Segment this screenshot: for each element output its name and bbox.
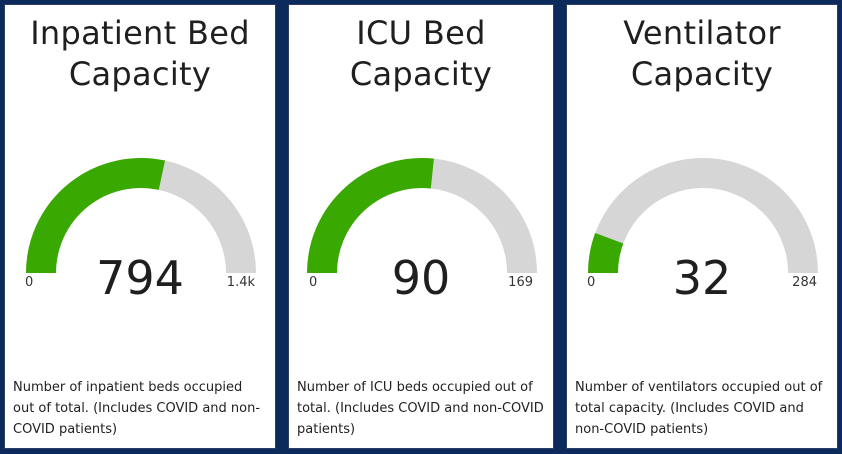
gauge-value: 794 — [96, 251, 184, 305]
card-description: Number of ICU beds occupied out of total… — [297, 380, 544, 437]
gauge-fill — [26, 158, 166, 274]
icu-bed-card[interactable]: ICU Bed Capacity 90 0 169 Number of ICU … — [288, 4, 554, 449]
gauge — [5, 145, 275, 305]
ventilator-card[interactable]: Ventilator Capacity 32 0 284 Number of v… — [566, 4, 838, 449]
card-title-line2: Capacity — [630, 55, 774, 93]
card-title-line1: Ventilator — [623, 14, 781, 52]
card-description: Number of ventilators occupied out of to… — [575, 380, 823, 437]
gauge-max-label: 169 — [508, 275, 533, 290]
card-title: Inpatient Bed Capacity — [5, 13, 275, 95]
card-title-line1: Inpatient Bed — [30, 14, 250, 52]
gauge-min-label: 0 — [587, 275, 596, 290]
gauge-max-label: 284 — [792, 275, 817, 290]
card-title-line1: ICU Bed — [356, 14, 486, 52]
gauge-svg — [307, 158, 537, 274]
gauge-svg — [588, 158, 818, 274]
card-title-line2: Capacity — [68, 55, 212, 93]
gauge — [567, 145, 837, 305]
gauge-min-label: 0 — [309, 275, 318, 290]
card-title: Ventilator Capacity — [567, 13, 837, 95]
gauge — [289, 145, 553, 305]
card-title-line2: Capacity — [349, 55, 493, 93]
gauge-min-label: 0 — [25, 275, 34, 290]
inpatient-bed-card[interactable]: Inpatient Bed Capacity 794 0 1.4k Number… — [4, 4, 276, 449]
gauge-fill — [588, 233, 624, 274]
gauge-max-label: 1.4k — [226, 275, 255, 290]
gauge-value: 90 — [391, 251, 451, 305]
gauge-fill — [307, 158, 434, 274]
gauge-svg — [26, 158, 256, 274]
card-title: ICU Bed Capacity — [289, 13, 553, 95]
card-description: Number of inpatient beds occupied out of… — [13, 380, 261, 437]
gauge-track — [588, 158, 818, 274]
gauge-value: 32 — [672, 251, 732, 305]
